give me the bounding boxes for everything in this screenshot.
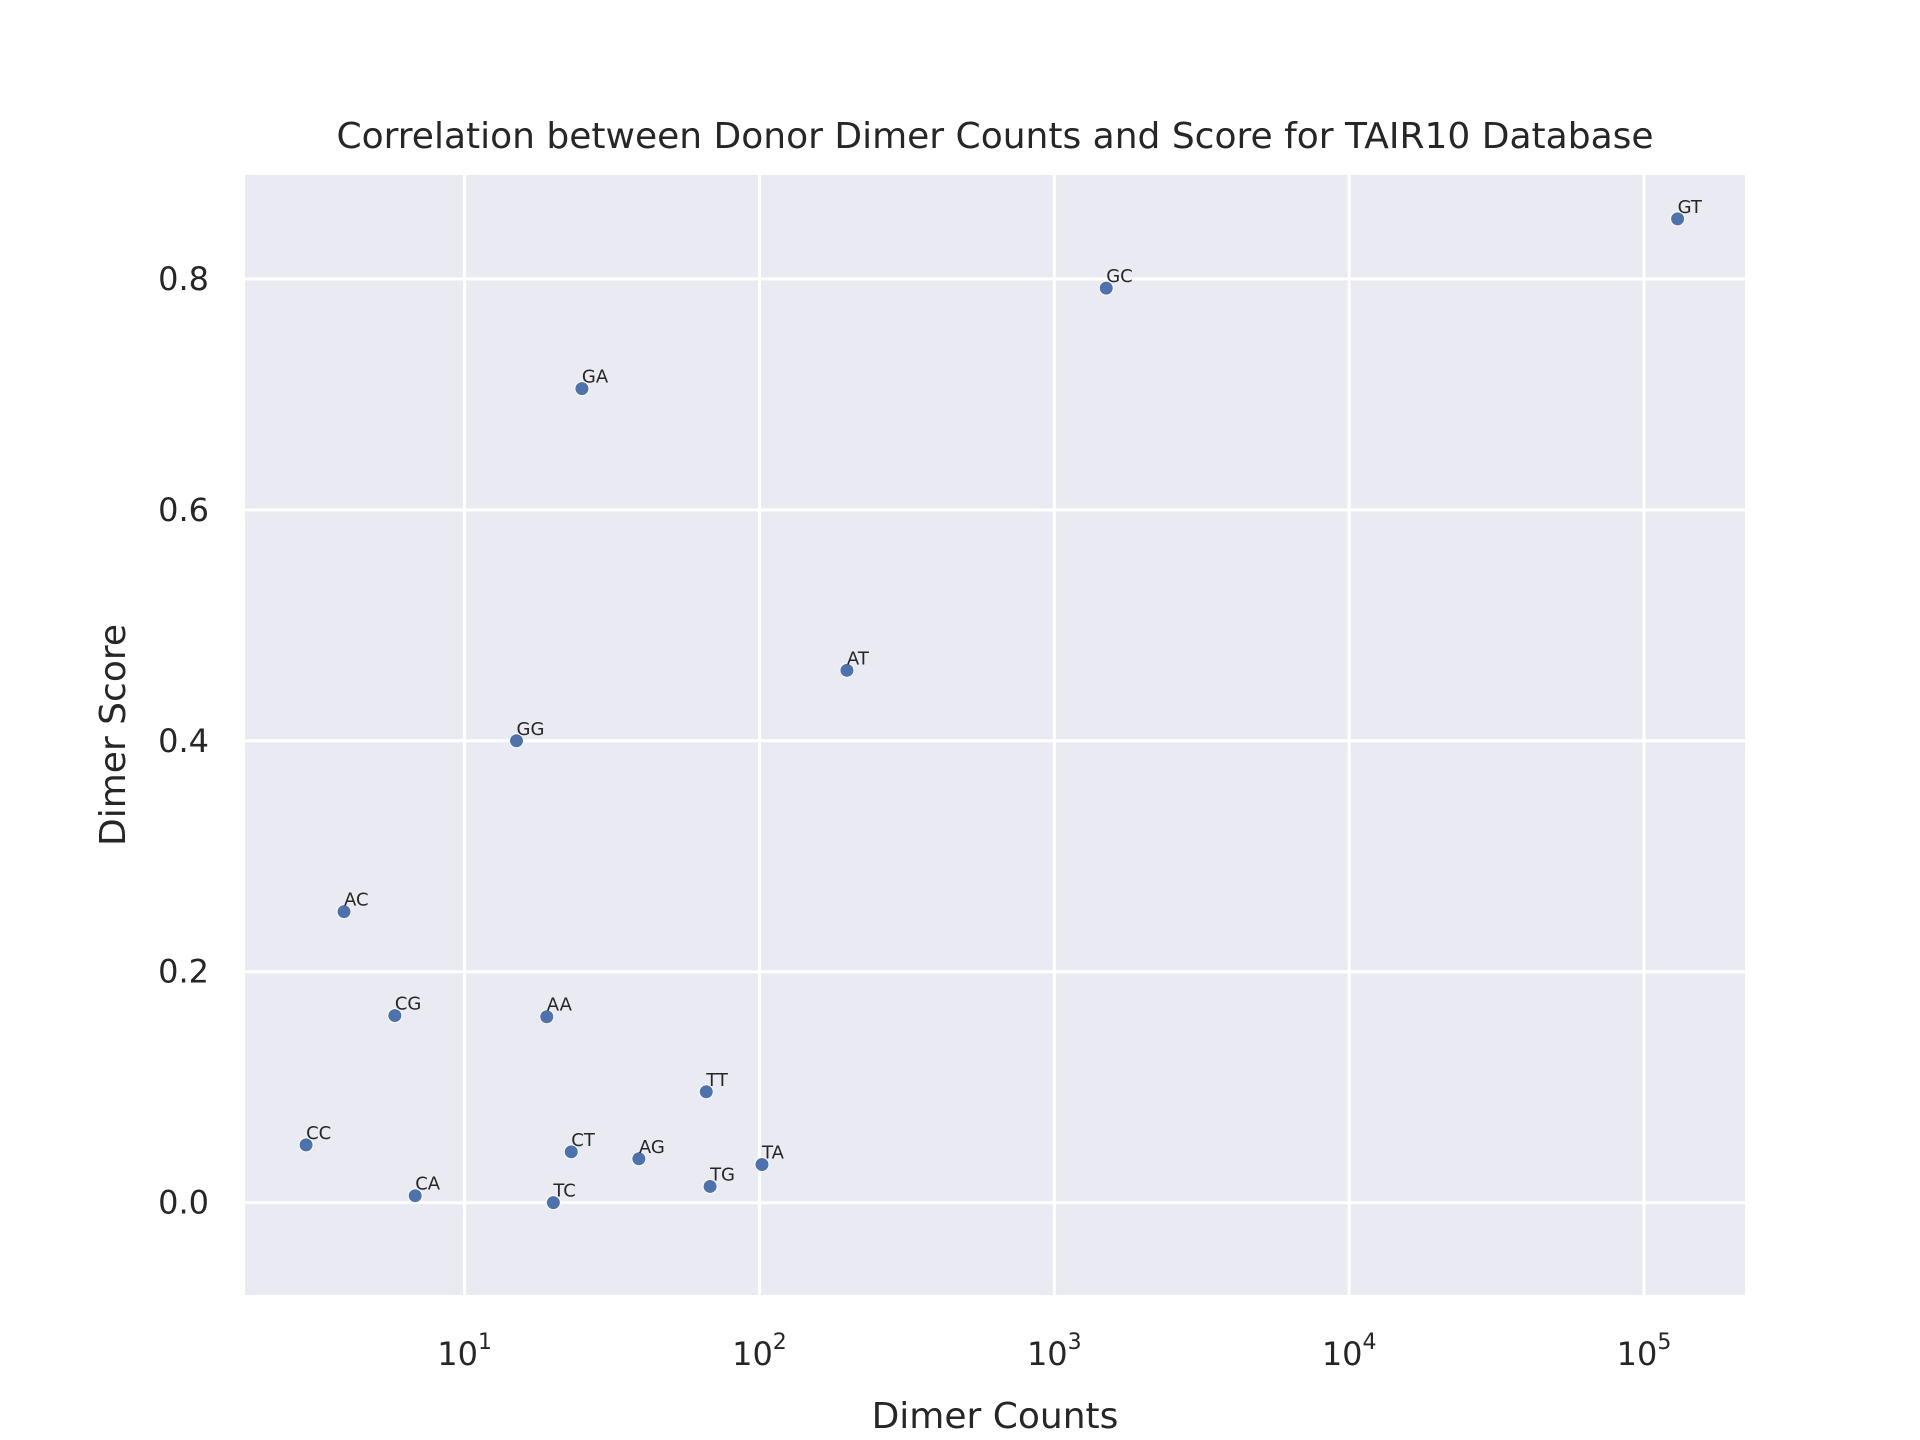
data-point-ga bbox=[574, 381, 590, 397]
point-label-gg: GG bbox=[517, 719, 545, 740]
data-point-ag bbox=[631, 1151, 647, 1167]
point-label-tc: TC bbox=[552, 1181, 576, 1202]
data-point-gt bbox=[1670, 211, 1686, 227]
point-label-tg: TG bbox=[709, 1164, 735, 1185]
plot-area bbox=[245, 175, 1745, 1295]
data-point-tc bbox=[545, 1195, 561, 1211]
y-tick-label: 0.2 bbox=[158, 953, 209, 991]
data-point-ta bbox=[754, 1157, 770, 1173]
x-axis-ticks: 101 102 103 104 105 bbox=[437, 1330, 1671, 1373]
point-label-ga: GA bbox=[582, 367, 609, 388]
x-tick-label: 105 bbox=[1617, 1330, 1672, 1373]
point-label-ct: CT bbox=[571, 1130, 596, 1151]
point-label-aa: AA bbox=[547, 995, 573, 1016]
y-tick-label: 0.0 bbox=[158, 1184, 209, 1222]
y-axis-ticks: 0.0 0.2 0.4 0.6 0.8 bbox=[158, 260, 209, 1222]
data-point-ct bbox=[563, 1144, 579, 1160]
data-point-tt bbox=[698, 1084, 714, 1100]
data-point-cc bbox=[298, 1137, 314, 1153]
point-label-cc: CC bbox=[306, 1123, 331, 1144]
data-point-gc bbox=[1098, 280, 1114, 296]
x-tick-label: 104 bbox=[1322, 1330, 1377, 1373]
data-point-ac bbox=[336, 904, 352, 920]
x-axis-label: Dimer Counts bbox=[872, 1396, 1119, 1437]
data-point-cg bbox=[387, 1008, 403, 1024]
x-tick-label: 101 bbox=[437, 1330, 492, 1373]
point-label-cg: CG bbox=[395, 994, 422, 1015]
point-label-ag: AG bbox=[639, 1137, 665, 1158]
data-points: GT GC GA AT GG AC CG AA TT CC CT AG TA TG CA TC bbox=[298, 197, 1703, 1211]
point-label-at: AT bbox=[847, 648, 870, 669]
data-point-at bbox=[839, 662, 855, 678]
point-label-ta: TA bbox=[761, 1143, 785, 1164]
point-label-gc: GC bbox=[1106, 266, 1133, 287]
data-point-aa bbox=[539, 1009, 555, 1025]
y-tick-label: 0.8 bbox=[158, 260, 209, 298]
y-tick-label: 0.6 bbox=[158, 491, 209, 529]
data-point-gg bbox=[509, 733, 525, 749]
y-axis-label: Dimer Score bbox=[93, 624, 134, 846]
y-tick-label: 0.4 bbox=[158, 722, 209, 760]
grid-lines bbox=[245, 175, 1745, 1295]
chart-title: Correlation between Donor Dimer Counts a… bbox=[336, 116, 1653, 157]
point-label-ac: AC bbox=[344, 890, 369, 911]
data-point-ca bbox=[407, 1188, 423, 1204]
point-label-ca: CA bbox=[415, 1174, 441, 1195]
x-tick-label: 103 bbox=[1027, 1330, 1082, 1373]
data-point-tg bbox=[702, 1178, 718, 1194]
x-tick-label: 102 bbox=[732, 1330, 787, 1373]
point-label-tt: TT bbox=[705, 1070, 729, 1091]
point-label-gt: GT bbox=[1678, 197, 1703, 218]
